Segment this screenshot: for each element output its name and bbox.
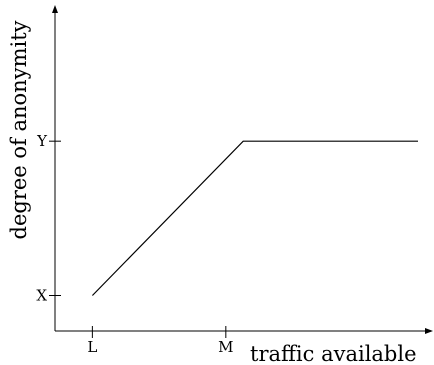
series-line-0 [91,140,418,296]
axes [52,5,433,334]
y-axis-arrow [52,5,58,13]
x-tick-label: L [87,338,97,356]
x-axis-arrow [425,328,433,334]
y-tick-label: X [36,287,47,305]
y-ticks: XY [36,132,61,305]
x-axis-title: traffic available [250,342,417,365]
y-axis-title: degree of anonymity [7,20,31,239]
series-group [91,140,418,296]
y-tick-label: Y [36,132,48,150]
x-tick-label: M [218,338,233,356]
